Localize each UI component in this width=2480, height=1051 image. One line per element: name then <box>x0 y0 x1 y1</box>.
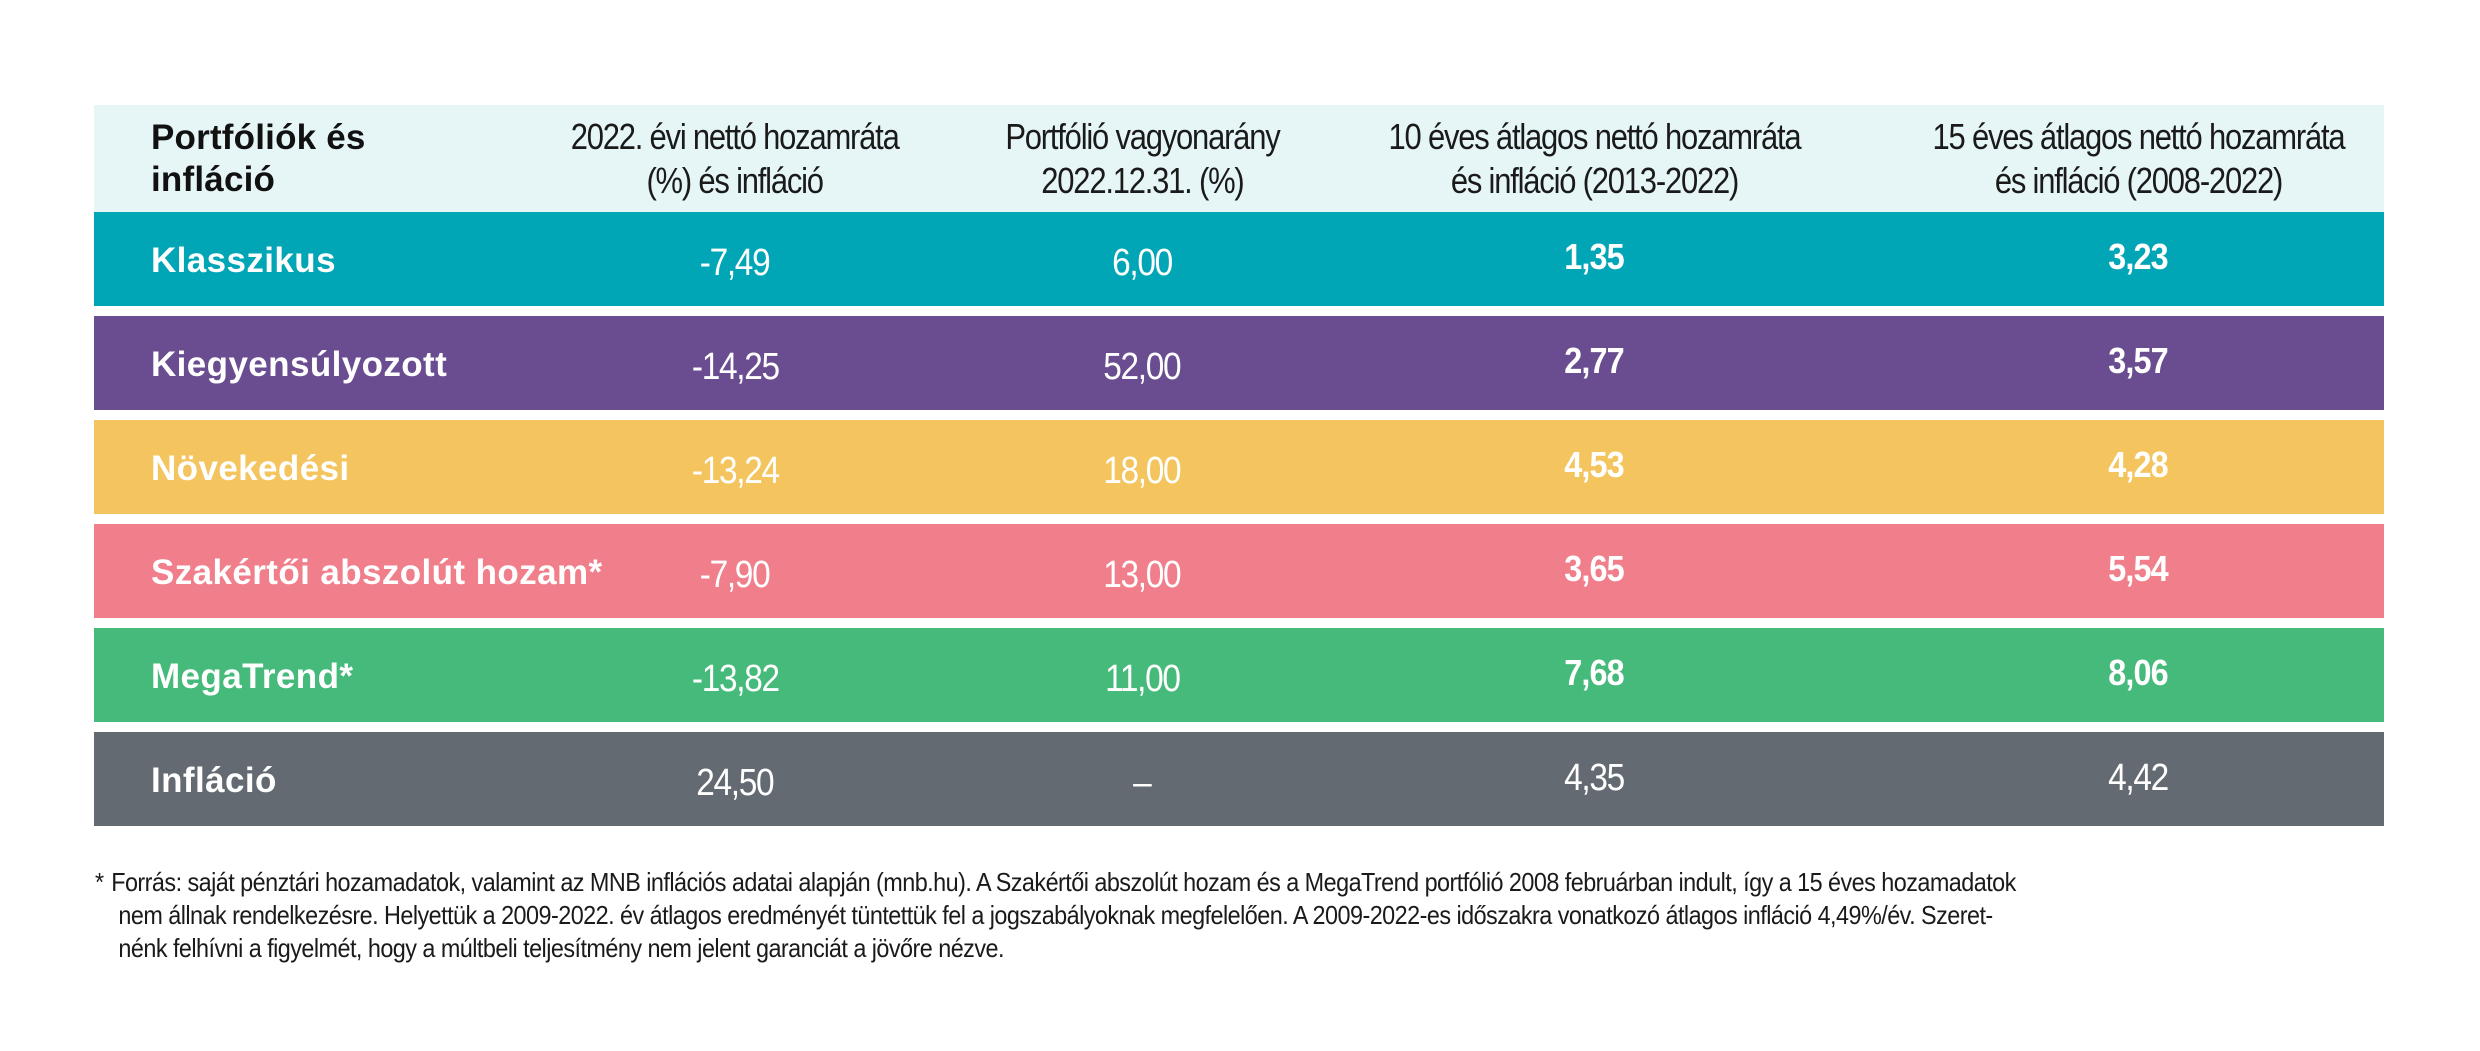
table-row-inflation: Infláció 24,50 – 4,35 4,42 <box>94 732 2384 826</box>
return-2022-value: -14,25 <box>691 345 780 388</box>
footnote-asterisk: * <box>95 867 104 897</box>
avg-15y-value: 5,54 <box>2108 548 2168 589</box>
portfolio-name: Kiegyensúlyozott <box>151 345 448 384</box>
header-2022-return: 2022. évi nettó hozamráta (%) és infláci… <box>535 105 935 212</box>
avg-15y-value: 4,42 <box>2108 756 2169 799</box>
header-allocation-line2: 2022.12.31. (%) <box>1040 159 1244 201</box>
table-row: Növekedési -13,24 18,00 4,53 4,28 <box>94 420 2384 514</box>
allocation-value: 11,00 <box>1104 657 1181 700</box>
portfolio-name: Klasszikus <box>151 241 336 280</box>
return-2022-value: 24,50 <box>696 761 774 804</box>
avg-10y-value: 1,35 <box>1564 236 1624 277</box>
header-allocation: Portfólió vagyonarány 2022.12.31. (%) <box>942 105 1342 212</box>
header-10y-average-line1: 10 éves átlagos nettó hozamráta <box>1388 115 1801 157</box>
portfolio-name: Infláció <box>151 761 277 800</box>
allocation-value: 52,00 <box>1103 345 1181 388</box>
header-15y-average-line1: 15 éves átlagos nettó hozamráta <box>1932 115 2345 157</box>
table-row: Szakértői abszolút hozam* -7,90 13,00 3,… <box>94 524 2384 618</box>
return-2022-value: -13,24 <box>691 449 780 492</box>
portfolio-name: Növekedési <box>151 449 350 488</box>
header-15y-average-line2: és infláció (2008-2022) <box>1994 159 2282 201</box>
portfolio-name: MegaTrend* <box>151 657 354 696</box>
allocation-value: 18,00 <box>1103 449 1181 492</box>
table-row: MegaTrend* -13,82 11,00 7,68 8,06 <box>94 628 2384 722</box>
header-2022-return-line2: (%) és infláció <box>646 159 825 201</box>
avg-10y-value: 2,77 <box>1564 340 1624 381</box>
footnote-text-1: Forrás: saját pénztári hozamadatok, vala… <box>111 867 2016 897</box>
table-row: Kiegyensúlyozott -14,25 52,00 2,77 3,57 <box>94 316 2384 410</box>
portfolio-name: Szakértői abszolút hozam* <box>151 553 603 592</box>
avg-15y-value: 4,28 <box>2108 444 2168 485</box>
avg-15y-value: 3,23 <box>2108 236 2168 277</box>
footnote: * Forrás: saját pénztári hozamadatok, val… <box>95 866 2395 965</box>
avg-10y-value: 7,68 <box>1564 652 1624 693</box>
table-row: Klasszikus -7,49 6,00 1,35 3,23 <box>94 212 2384 306</box>
avg-10y-value: 4,35 <box>1564 756 1625 799</box>
avg-10y-value: 4,53 <box>1564 444 1624 485</box>
header-allocation-line1: Portfólió vagyonarány <box>1004 115 1280 157</box>
allocation-value: – <box>1133 761 1152 804</box>
avg-10y-value: 3,65 <box>1564 548 1624 589</box>
header-10y-average: 10 éves átlagos nettó hozamráta és inflá… <box>1388 105 1801 212</box>
table-header-row: Portfóliók és infláció 2022. évi nettó h… <box>94 105 2384 212</box>
return-2022-value: -13,82 <box>691 657 780 700</box>
portfolio-returns-table: Portfóliók és infláció 2022. évi nettó h… <box>94 105 2384 826</box>
return-2022-value: -7,90 <box>700 553 771 596</box>
footnote-line-2: nem állnak rendelkezésre. Helyettük a 20… <box>118 900 1993 930</box>
footnote-line-1: * Forrás: saját pénztári hozamadatok, val… <box>95 866 2165 899</box>
return-2022-value: -7,49 <box>700 241 771 284</box>
avg-15y-value: 3,57 <box>2108 340 2168 381</box>
allocation-value: 6,00 <box>1112 241 1173 284</box>
header-15y-average: 15 éves átlagos nettó hozamráta és inflá… <box>1932 105 2345 212</box>
header-2022-return-line1: 2022. évi nettó hozamráta <box>571 115 900 157</box>
avg-15y-value: 8,06 <box>2108 652 2168 693</box>
header-portfolios-inflation: Portfóliók és infláció <box>151 105 571 212</box>
header-portfolios-inflation-label: Portfóliók és infláció <box>151 117 366 199</box>
footnote-line-3: nénk felhívni a figyelmét, hogy a múltbe… <box>118 933 1004 963</box>
allocation-value: 13,00 <box>1103 553 1181 596</box>
header-10y-average-line2: és infláció (2013-2022) <box>1450 159 1738 201</box>
